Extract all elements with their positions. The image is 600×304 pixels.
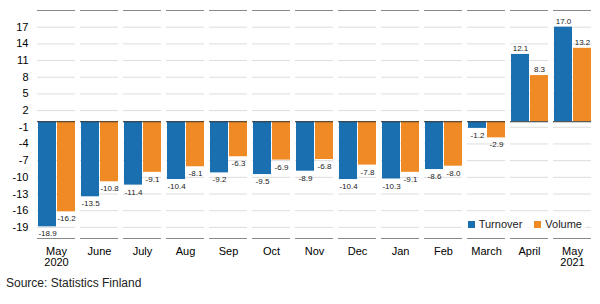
svg-text:17.0: 17.0 (556, 17, 572, 26)
svg-text:-8.6: -8.6 (428, 172, 442, 181)
svg-text:-6.9: -6.9 (275, 163, 289, 172)
svg-text:Oct: Oct (263, 245, 280, 257)
svg-text:Nov: Nov (305, 245, 325, 257)
svg-text:-13: -13 (13, 188, 29, 200)
svg-text:-6.3: -6.3 (232, 159, 246, 168)
svg-text:2: 2 (22, 104, 28, 116)
svg-text:17: 17 (16, 21, 28, 33)
svg-text:-7: -7 (19, 154, 29, 166)
html-text:Source: Statistics Finland: Source: Statistics Finland (6, 276, 142, 290)
html-text:Turnover: Turnover (478, 218, 523, 230)
svg-text:Sep: Sep (219, 245, 239, 257)
svg-text:-2.9: -2.9 (490, 140, 504, 149)
svg-text:-9.1: -9.1 (146, 175, 160, 184)
svg-text:-13.5: -13.5 (81, 199, 100, 208)
svg-text:-8.1: -8.1 (189, 169, 203, 178)
svg-text:-9.5: -9.5 (256, 177, 270, 186)
svg-text:-9.1: -9.1 (404, 175, 418, 184)
svg-text:-10.4: -10.4 (339, 182, 358, 191)
svg-text:-19: -19 (13, 221, 29, 233)
svg-text:-1: -1 (19, 121, 29, 133)
svg-text:-8.9: -8.9 (299, 174, 313, 183)
svg-text:-11.4: -11.4 (125, 188, 143, 197)
svg-text:-16.2: -16.2 (57, 214, 76, 223)
svg-text:-10.3: -10.3 (382, 182, 401, 191)
html-text:Volume: Volume (545, 218, 582, 230)
svg-text:-6.8: -6.8 (318, 162, 332, 171)
svg-text:-7.8: -7.8 (361, 168, 375, 177)
svg-text:11: 11 (17, 54, 28, 66)
svg-text:-10.4: -10.4 (167, 182, 186, 191)
svg-text:12.1: 12.1 (513, 44, 529, 53)
svg-text:5: 5 (22, 87, 28, 99)
svg-text:June: June (88, 245, 112, 257)
svg-text:-9.2: -9.2 (213, 175, 227, 184)
svg-text:-1.2: -1.2 (471, 131, 485, 140)
svg-text:13.2: 13.2 (575, 38, 591, 47)
svg-text:-10.8: -10.8 (100, 184, 119, 193)
svg-text:14: 14 (16, 37, 28, 49)
svg-text:July: July (133, 245, 153, 257)
svg-text:-16: -16 (13, 204, 29, 216)
svg-text:May2020: May2020 (44, 245, 68, 268)
svg-text:-4: -4 (19, 137, 29, 149)
svg-text:Jan: Jan (392, 245, 410, 257)
svg-text:-8.0: -8.0 (447, 169, 461, 178)
svg-text:April: April (518, 245, 540, 257)
svg-text:May2021: May2021 (560, 245, 584, 268)
svg-text:Dec: Dec (348, 245, 368, 257)
svg-text:8.3: 8.3 (534, 65, 546, 74)
svg-text:8: 8 (22, 71, 28, 83)
svg-text:-18.9: -18.9 (38, 229, 57, 238)
svg-text:Aug: Aug (176, 245, 196, 257)
svg-text:-10: -10 (13, 171, 29, 183)
svg-text:Feb: Feb (434, 245, 453, 257)
svg-text:March: March (471, 245, 502, 257)
